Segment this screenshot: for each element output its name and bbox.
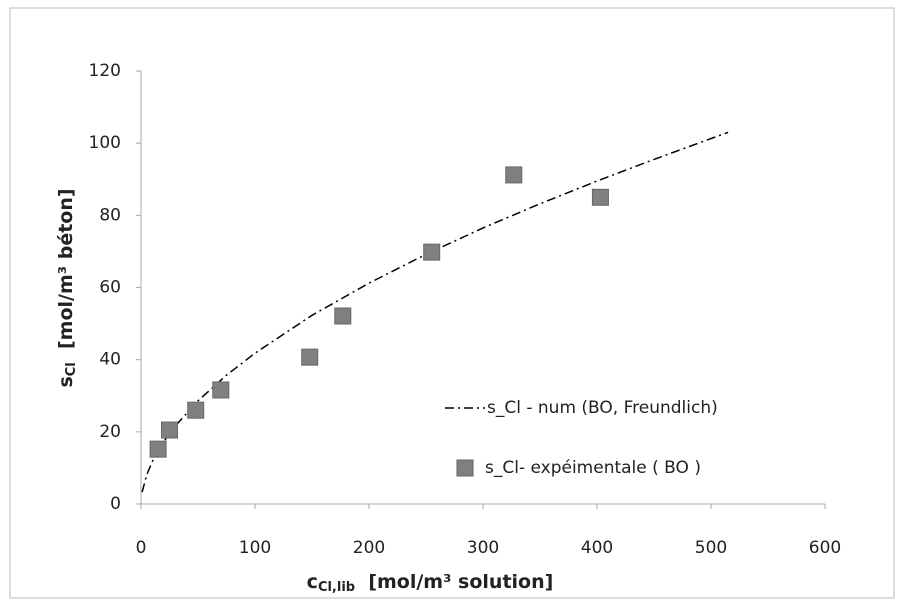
y-label-rest: [mol/m³ béton] [55, 188, 77, 362]
y-tick-label: 40 [99, 350, 121, 370]
data-point [212, 381, 230, 399]
x-tick-label: 600 [809, 538, 841, 558]
chart-frame [9, 7, 895, 599]
data-point [301, 348, 319, 366]
y-axis-label: sCl [mol/m³ béton] [55, 188, 79, 387]
y-tick-label: 20 [99, 422, 121, 442]
x-label-rest: [mol/m³ solution] [355, 571, 553, 593]
data-point [423, 243, 441, 261]
data-point [149, 440, 167, 458]
x-tick-label: 300 [467, 538, 499, 558]
legend-label: s_Cl- expéimentale ( BO ) [485, 458, 701, 478]
data-point [187, 401, 205, 419]
x-tick-label: 100 [239, 538, 271, 558]
x-tick-label: 400 [581, 538, 613, 558]
x-tick-label: 0 [136, 538, 147, 558]
x-label-sub: Cl,lib [318, 580, 355, 595]
y-label-sub: Cl [64, 362, 79, 376]
x-tick-label: 500 [695, 538, 727, 558]
y-tick-label: 60 [99, 278, 121, 298]
data-point [334, 307, 352, 325]
legend-label: s_Cl - num (BO, Freundlich) [487, 398, 718, 418]
x-label-main: c [307, 571, 318, 593]
y-tick-label: 100 [89, 133, 121, 153]
y-label-main: s [55, 376, 77, 387]
x-tick-label: 200 [353, 538, 385, 558]
data-point [505, 166, 523, 184]
x-axis-label: cCl,lib [mol/m³ solution] [307, 571, 554, 595]
y-tick-label: 80 [99, 205, 121, 225]
y-tick-label: 120 [89, 61, 121, 81]
data-point [591, 188, 609, 206]
legend-swatch [456, 459, 474, 477]
y-tick-label: 0 [110, 494, 121, 514]
data-point [161, 421, 178, 439]
